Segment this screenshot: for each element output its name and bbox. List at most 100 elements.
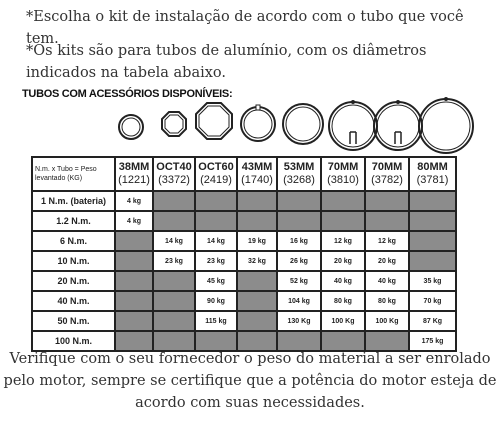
- empty-cell: [194, 190, 238, 212]
- table-cell: 19 kg: [236, 230, 278, 252]
- column-code: (3372): [158, 174, 190, 186]
- table-row: 1.2 N.m. 4 kg: [31, 210, 457, 232]
- empty-cell: [114, 230, 154, 252]
- empty-cell: [320, 330, 366, 352]
- table-header-row: N.m. x Tubo = Peso levantado (KG) 38MM (1…: [31, 156, 457, 192]
- table-cell: 12 kg: [320, 230, 366, 252]
- column-name: OCT60: [198, 161, 234, 173]
- row-label: 1.2 N.m.: [31, 210, 116, 232]
- table-cell: 16 kg: [276, 230, 322, 252]
- column-header: 38MM (1221): [114, 156, 154, 192]
- empty-cell: [236, 270, 278, 292]
- round-tube-icon: [373, 100, 423, 151]
- tube-profiles: [118, 97, 474, 154]
- column-name: 53MM: [283, 161, 315, 173]
- footer-line-1: Verifique com o seu fornecedor o peso do…: [9, 351, 491, 367]
- table-cell: 80 kg: [320, 290, 366, 312]
- table-cell: 87 Kg: [408, 310, 457, 332]
- table-row: 20 N.m. 45 kg 52 kg 40 kg 40 kg 35 kg: [31, 270, 457, 292]
- column-header: OCT40 (3372): [152, 156, 196, 192]
- empty-cell: [114, 270, 154, 292]
- table-cell: 23 kg: [194, 250, 238, 272]
- table-cell: 14 kg: [152, 230, 196, 252]
- round-tube-icon: [118, 114, 144, 140]
- empty-cell: [152, 330, 196, 352]
- table-row: 10 N.m. 23 kg 23 kg 32 kg 26 kg 20 kg 20 kg: [31, 250, 457, 272]
- octagon-tube-icon: [161, 111, 187, 137]
- empty-cell: [276, 190, 322, 212]
- column-header: 53MM (3268): [276, 156, 322, 192]
- empty-cell: [236, 290, 278, 312]
- round-tube-icon: [240, 104, 276, 142]
- tube-capacity-table: N.m. x Tubo = Peso levantado (KG) 38MM (1…: [31, 156, 457, 352]
- row-label: 6 N.m.: [31, 230, 116, 252]
- empty-cell: [236, 330, 278, 352]
- table-cell: 4 kg: [114, 210, 154, 232]
- empty-cell: [236, 310, 278, 332]
- table-cell: 52 kg: [276, 270, 322, 292]
- intro-line-2: *Os kits são para tubos de alumínio, com…: [26, 43, 427, 81]
- table-cell: 115 kg: [194, 310, 238, 332]
- empty-cell: [320, 210, 366, 232]
- table-cell: 26 kg: [276, 250, 322, 272]
- table-cell: 100 Kg: [320, 310, 366, 332]
- column-header: 43MM (1740): [236, 156, 278, 192]
- row-label: 10 N.m.: [31, 250, 116, 272]
- table-cell: 4 kg: [114, 190, 154, 212]
- empty-cell: [364, 330, 410, 352]
- column-code: (1221): [118, 174, 150, 186]
- empty-cell: [236, 210, 278, 232]
- table-cell: 130 Kg: [276, 310, 322, 332]
- row-label: 100 N.m.: [31, 330, 116, 352]
- column-name: OCT40: [156, 161, 192, 173]
- empty-cell: [194, 210, 238, 232]
- round-tube-icon: [328, 100, 378, 151]
- round-tube-icon: [418, 97, 474, 154]
- empty-cell: [114, 310, 154, 332]
- table-cell: 32 kg: [236, 250, 278, 272]
- table-cell: 90 kg: [194, 290, 238, 312]
- table-cell: 45 kg: [194, 270, 238, 292]
- table-row: 40 N.m. 90 kg 104 kg 80 kg 80 kg 70 kg: [31, 290, 457, 312]
- column-name: 70MM: [327, 161, 359, 173]
- column-header: 70MM (3782): [364, 156, 410, 192]
- empty-cell: [114, 330, 154, 352]
- table-row: 1 N.m. (bateria) 4 kg: [31, 190, 457, 212]
- empty-cell: [194, 330, 238, 352]
- table-cell: 104 kg: [276, 290, 322, 312]
- column-name: 38MM: [118, 161, 150, 173]
- table-row: 100 N.m. 175 kg: [31, 330, 457, 352]
- column-code: (3782): [371, 174, 403, 186]
- table-corner-label: N.m. x Tubo = Peso levantado (KG): [31, 156, 116, 192]
- empty-cell: [152, 270, 196, 292]
- table-cell: 14 kg: [194, 230, 238, 252]
- section-heading: TUBOS COM ACESSÓRIOS DISPONÍVEIS:: [22, 88, 233, 100]
- column-code: (1740): [241, 174, 273, 186]
- table-cell: 80 kg: [364, 290, 410, 312]
- empty-cell: [152, 290, 196, 312]
- empty-cell: [152, 210, 196, 232]
- empty-cell: [408, 210, 457, 232]
- empty-cell: [408, 190, 457, 212]
- table-cell: 12 kg: [364, 230, 410, 252]
- table-cell: 20 kg: [364, 250, 410, 272]
- row-label: 1 N.m. (bateria): [31, 190, 116, 212]
- round-tube-icon: [282, 103, 324, 145]
- table-cell: 100 Kg: [364, 310, 410, 332]
- column-code: (3810): [327, 174, 359, 186]
- table-cell: 40 kg: [320, 270, 366, 292]
- table-cell: 35 kg: [408, 270, 457, 292]
- empty-cell: [276, 330, 322, 352]
- table-cell: 23 kg: [152, 250, 196, 272]
- row-label: 20 N.m.: [31, 270, 116, 292]
- column-name: 70MM: [371, 161, 403, 173]
- column-name: 80MM: [417, 161, 448, 173]
- column-header: OCT60 (2419): [194, 156, 238, 192]
- empty-cell: [364, 210, 410, 232]
- empty-cell: [276, 210, 322, 232]
- empty-cell: [364, 190, 410, 212]
- column-name: 43MM: [241, 161, 273, 173]
- row-label: 40 N.m.: [31, 290, 116, 312]
- column-header: 80MM (3781): [408, 156, 457, 192]
- empty-cell: [236, 190, 278, 212]
